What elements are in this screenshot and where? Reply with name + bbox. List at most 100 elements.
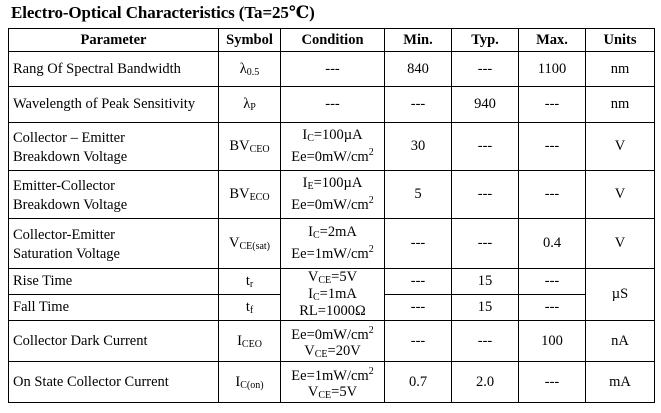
- condition-cell: ---: [280, 86, 385, 123]
- typ-cell: ---: [451, 218, 519, 269]
- symbol-cell: λ0.5: [218, 51, 281, 87]
- header-typ: Typ.: [451, 28, 519, 52]
- param-cell: Emitter-Collector Breakdown Voltage: [8, 170, 219, 219]
- typ-cell: ---: [451, 170, 519, 219]
- symbol-text: I: [237, 332, 242, 349]
- param-cell: Collector-Emitter Saturation Voltage: [8, 218, 219, 269]
- symbol-text: λ: [243, 96, 251, 113]
- symbol-cell: IC(on): [218, 361, 281, 403]
- symbol-text: BV: [229, 138, 250, 155]
- unit-cell: nA: [585, 320, 655, 362]
- timing-condition-cell: VCE=5V IC=1mA RL=1000Ω: [280, 268, 385, 321]
- param-label: Collector Dark Current: [13, 332, 148, 349]
- typ-cell: 940: [451, 86, 519, 123]
- header-max: Max.: [518, 28, 586, 52]
- symbol-text: V: [228, 235, 240, 252]
- symbol-sub: 0.5: [246, 66, 260, 78]
- param-label: Rise Time: [13, 273, 73, 290]
- symbol-cell: BVCEO: [218, 122, 281, 171]
- table-row: Collector Dark Current ICEO Ee=0mW/cm2 V…: [8, 320, 655, 362]
- table-row: Rang Of Spectral Bandwidth λ0.5 --- 840 …: [8, 51, 655, 87]
- condition-line2: VCE=20V: [304, 343, 361, 361]
- min-cell: 5: [384, 170, 452, 219]
- param-cell: Fall Time: [8, 294, 219, 321]
- max-cell: 100: [518, 320, 586, 362]
- max-cell: 1100: [518, 51, 586, 87]
- max-cell: ---: [518, 170, 586, 219]
- param-label: Wavelength of Peak Sensitivity: [13, 96, 196, 113]
- symbol-cell: tr: [218, 268, 281, 295]
- min-cell: 30: [384, 122, 452, 171]
- unit-cell: V: [585, 170, 655, 219]
- table-row: Rise Time tr VCE=5V IC=1mA RL=1000Ω --- …: [8, 268, 655, 321]
- timing-condition-line2: IC=1mA: [308, 286, 357, 303]
- param-label-line2: Saturation Voltage: [13, 245, 120, 262]
- param-label-line2: Breakdown Voltage: [13, 148, 128, 165]
- min-cell: ---: [384, 268, 452, 295]
- table-row: On State Collector Current IC(on) Ee=1mW…: [8, 361, 655, 403]
- unit-cell: nm: [585, 86, 655, 123]
- condition-line1: Ee=1mW/cm2: [291, 365, 374, 384]
- timing-condition-line1: VCE=5V: [307, 269, 358, 286]
- header-units: Units: [585, 28, 655, 52]
- table-row: Collector-Emitter Saturation Voltage VCE…: [8, 218, 655, 269]
- symbol-text: λ: [239, 60, 247, 77]
- symbol-text: t: [245, 299, 250, 316]
- symbol-cell: BVECO: [218, 170, 281, 219]
- header-row: Parameter Symbol Condition Min. Typ. Max…: [8, 28, 655, 52]
- param-label-line1: Collector-Emitter: [13, 227, 115, 244]
- param-cell: Wavelength of Peak Sensitivity: [8, 86, 219, 123]
- typ-cell: ---: [451, 320, 519, 362]
- typ-cell: ---: [451, 51, 519, 87]
- condition-cell: ---: [280, 51, 385, 87]
- symbol-sub: ECO: [249, 192, 270, 204]
- param-cell: Rise Time: [8, 268, 219, 295]
- min-cell: ---: [384, 320, 452, 362]
- min-cell: ---: [384, 218, 452, 269]
- characteristics-table: Parameter Symbol Condition Min. Typ. Max…: [8, 28, 655, 403]
- table-row: Collector – Emitter Breakdown Voltage BV…: [8, 122, 655, 171]
- min-cell: 0.7: [384, 361, 452, 403]
- max-cell: ---: [518, 86, 586, 123]
- header-condition: Condition: [280, 28, 385, 52]
- symbol-sub: P: [250, 102, 256, 114]
- condition-line2: Ee=0mW/cm2: [291, 147, 374, 165]
- param-label: Rang Of Spectral Bandwidth: [13, 60, 181, 77]
- param-cell: Rang Of Spectral Bandwidth: [8, 51, 219, 87]
- min-cell: ---: [384, 86, 452, 123]
- param-cell: On State Collector Current: [8, 361, 219, 403]
- header-symbol: Symbol: [218, 28, 281, 52]
- symbol-cell: tf: [218, 294, 281, 321]
- unit-cell: V: [585, 122, 655, 171]
- typ-cell: 2.0: [451, 361, 519, 403]
- max-cell: 0.4: [518, 218, 586, 269]
- symbol-sub: CEO: [241, 338, 262, 350]
- max-cell: ---: [518, 361, 586, 403]
- symbol-cell: λP: [218, 86, 281, 123]
- symbol-text: I: [235, 373, 241, 390]
- header-min: Min.: [384, 28, 452, 52]
- typ-cell: 15: [451, 294, 519, 321]
- condition-line1: IE=100µA: [302, 175, 363, 193]
- unit-cell: mA: [585, 361, 655, 403]
- symbol-cell: VCE(sat): [218, 218, 281, 269]
- condition-cell: IC=2mA Ee=1mW/cm2: [280, 218, 385, 269]
- param-label-line2: Breakdown Voltage: [13, 196, 128, 213]
- timing-unit-cell: µS: [585, 268, 655, 321]
- condition-line2: VCE=5V: [307, 384, 358, 402]
- symbol-sub: C(on): [240, 379, 264, 391]
- table-row: Wavelength of Peak Sensitivity λP --- --…: [8, 86, 655, 123]
- min-cell: 840: [384, 51, 452, 87]
- unit-cell: V: [585, 218, 655, 269]
- symbol-text: BV: [229, 186, 250, 203]
- typ-cell: ---: [451, 122, 519, 171]
- table-title: Electro-Optical Characteristics (Ta=25℃): [11, 3, 315, 22]
- condition-cell: IE=100µA Ee=0mW/cm2: [280, 170, 385, 219]
- condition-line1: Ee=0mW/cm2: [291, 324, 374, 343]
- unit-cell: nm: [585, 51, 655, 87]
- symbol-cell: ICEO: [218, 320, 281, 362]
- condition-line1: IC=2mA: [308, 224, 357, 242]
- typ-cell: 15: [451, 268, 519, 295]
- max-cell: ---: [518, 294, 586, 321]
- param-cell: Collector – Emitter Breakdown Voltage: [8, 122, 219, 171]
